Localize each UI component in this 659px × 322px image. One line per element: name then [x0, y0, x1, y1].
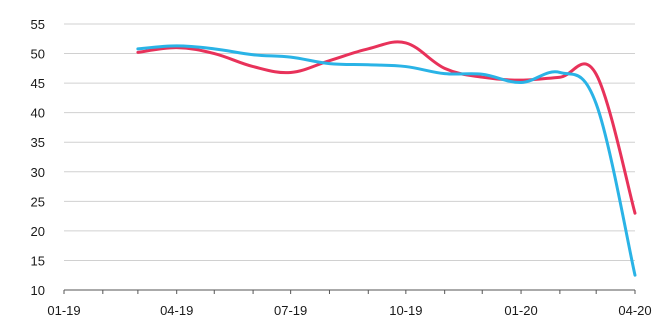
y-tick-label: 15	[31, 253, 45, 268]
x-tick-label: 10-19	[389, 303, 422, 318]
y-tick-label: 25	[31, 194, 45, 209]
x-tick-label: 07-19	[274, 303, 307, 318]
x-axis-labels: 01-19 04-19 07-19 10-19 01-20 04-20	[47, 303, 651, 318]
series-line-2	[136, 44, 637, 277]
y-tick-label: 10	[31, 283, 45, 298]
y-tick-label: 55	[31, 17, 45, 32]
grid-lines	[64, 23, 635, 261]
x-tick-label: 04-20	[618, 303, 651, 318]
x-tick-label: 01-19	[47, 303, 80, 318]
y-tick-label: 50	[31, 47, 45, 62]
x-tick-label: 01-20	[504, 303, 537, 318]
series-line-1	[136, 40, 637, 215]
y-tick-label: 45	[31, 76, 45, 91]
x-tick-label: 04-19	[160, 303, 193, 318]
series-lines	[136, 40, 637, 277]
y-tick-label: 20	[31, 224, 45, 239]
x-axis	[63, 289, 636, 294]
y-tick-label: 40	[31, 106, 45, 121]
y-tick-label: 35	[31, 135, 45, 150]
y-tick-label: 30	[31, 165, 45, 180]
y-axis-labels: 10 15 20 25 30 35 40 45 50 55	[31, 17, 45, 298]
